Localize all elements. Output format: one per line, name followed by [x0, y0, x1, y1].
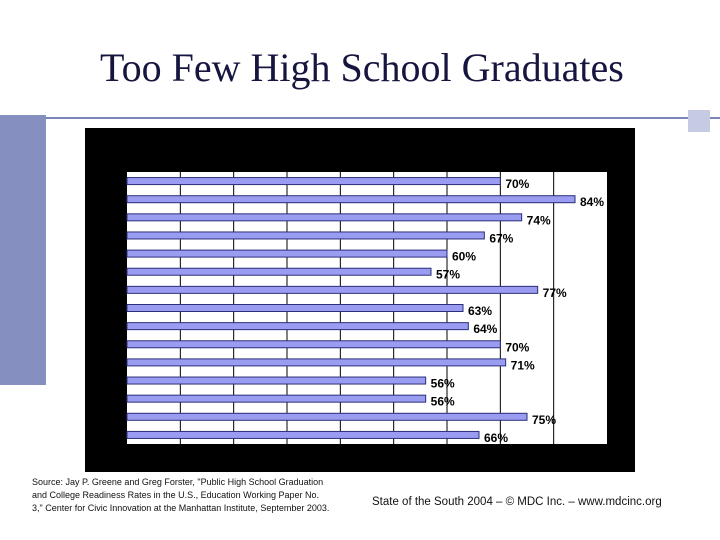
bar-value-label: 66% [484, 431, 508, 445]
accent-bar [0, 115, 46, 385]
bar-labels: 70% 84% 74% 67% 60% 57% 77% 63% 64% 70% 71% 56% 56% 7… [431, 177, 605, 445]
bar-value-label: 67% [489, 231, 513, 245]
bar-value-label: 71% [511, 358, 535, 372]
bar [126, 177, 501, 186]
footer-credit: State of the South 2004 – © MDC Inc. – w… [372, 496, 662, 508]
slide-title: Too Few High School Graduates [100, 45, 624, 90]
bar [126, 249, 448, 258]
bar [126, 430, 480, 439]
bar [126, 412, 528, 421]
bar [126, 376, 427, 385]
accent-square [688, 110, 710, 132]
bar-value-label: 70% [505, 177, 529, 191]
bar-value-label: 56% [431, 377, 455, 391]
bars [126, 177, 576, 439]
bar [126, 195, 576, 204]
title-divider [30, 117, 720, 119]
bar [126, 267, 432, 276]
bar [126, 394, 427, 403]
bar-value-label: 75% [532, 413, 556, 427]
source-citation: Source: Jay P. Greene and Greg Forster, … [32, 477, 330, 513]
bar-value-label: 56% [431, 395, 455, 409]
bar-value-label: 64% [473, 322, 497, 336]
bar-value-label: 84% [580, 195, 604, 209]
bar-value-label: 63% [468, 304, 492, 318]
bar [126, 213, 523, 222]
bar-value-label: 57% [436, 268, 460, 282]
bar-value-label: 70% [505, 340, 529, 354]
bar [126, 285, 539, 294]
bar-value-label: 77% [543, 286, 567, 300]
chart-container: 70% 84% 74% 67% 60% 57% 77% 63% 64% 70% 71% 56% 56% 7… [85, 128, 635, 472]
bar [126, 231, 485, 240]
bar-chart: 70% 84% 74% 67% 60% 57% 77% 63% 64% 70% 71% 56% 56% 7… [126, 172, 607, 445]
bar-value-label: 74% [527, 213, 551, 227]
bar [126, 340, 501, 349]
bar [126, 304, 464, 312]
bar [126, 322, 469, 331]
bar-value-label: 60% [452, 250, 476, 264]
bar [126, 358, 507, 367]
